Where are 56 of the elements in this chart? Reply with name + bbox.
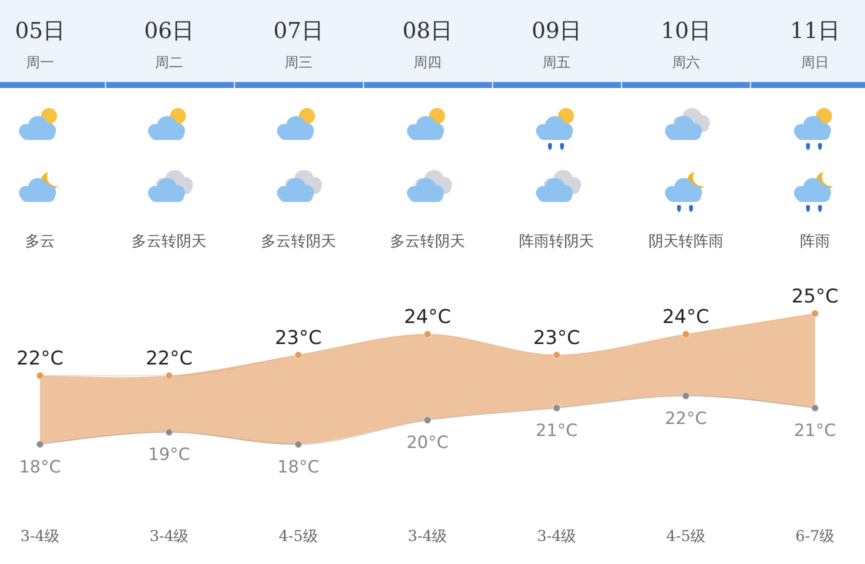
text: 周三 xyxy=(283,54,314,72)
text: 多云转阴天 xyxy=(260,232,337,251)
annotation: 4-5级 xyxy=(278,527,319,546)
annotation: 3-4级 xyxy=(536,527,578,546)
point xyxy=(552,350,561,359)
data-label: 24°C xyxy=(404,306,451,328)
x-tick-label: 05日 xyxy=(14,18,66,46)
annotation: 3-4级 xyxy=(148,527,190,546)
point xyxy=(682,330,690,338)
point xyxy=(811,404,819,412)
text: 周二 xyxy=(154,54,184,72)
text: 阵雨转阴天 xyxy=(518,232,596,251)
data-label: 22°C xyxy=(146,348,193,370)
text: 多云 xyxy=(24,232,56,251)
point xyxy=(424,330,432,338)
x-tick-label: 07日 xyxy=(272,18,324,46)
point xyxy=(424,416,432,424)
point xyxy=(811,310,819,318)
text: 周四 xyxy=(412,54,442,72)
data-label: 22°C xyxy=(16,348,64,370)
text: 周日 xyxy=(800,54,830,72)
x-tick-label: 08日 xyxy=(402,18,454,46)
x-tick-label: 09日 xyxy=(530,18,583,46)
point xyxy=(294,350,302,359)
point xyxy=(552,404,561,412)
point xyxy=(36,372,44,380)
data-label: 18°C xyxy=(277,457,320,478)
data-label: 24°C xyxy=(662,306,710,328)
annotation: 6-7级 xyxy=(794,527,836,546)
data-label: 22°C xyxy=(664,408,707,429)
text: 多云转阴天 xyxy=(130,232,208,251)
data-label: 23°C xyxy=(274,326,322,349)
annotation: 3-4级 xyxy=(406,527,448,546)
text: 周五 xyxy=(542,54,572,72)
text: 阵雨 xyxy=(799,232,831,251)
x-tick-label: 11日 xyxy=(789,18,841,46)
text: 周六 xyxy=(670,54,701,72)
x-tick-label: 06日 xyxy=(143,18,196,46)
data-label: 21°C xyxy=(536,421,578,441)
point xyxy=(165,372,174,380)
point xyxy=(165,428,174,436)
text: 周一 xyxy=(25,54,55,72)
data-label: 21°C xyxy=(794,421,836,441)
data-label: 18°C xyxy=(18,457,62,478)
text: 多云转阴天 xyxy=(389,232,466,251)
point xyxy=(682,392,690,400)
text: 阴天转阵雨 xyxy=(647,232,724,251)
data-label: 19°C xyxy=(148,445,190,466)
annotation: 3-4级 xyxy=(19,527,61,546)
annotation: 4-5级 xyxy=(665,527,706,546)
x-tick-label: 10日 xyxy=(660,18,712,46)
point xyxy=(36,440,44,448)
point xyxy=(294,440,302,448)
data-label: 23°C xyxy=(533,326,580,349)
data-label: 20°C xyxy=(406,433,449,454)
data-label: 25°C xyxy=(792,286,838,308)
